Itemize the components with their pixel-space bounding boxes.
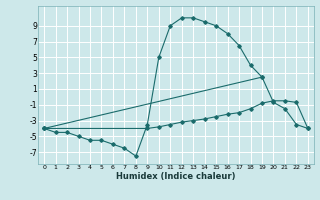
X-axis label: Humidex (Indice chaleur): Humidex (Indice chaleur) <box>116 172 236 181</box>
